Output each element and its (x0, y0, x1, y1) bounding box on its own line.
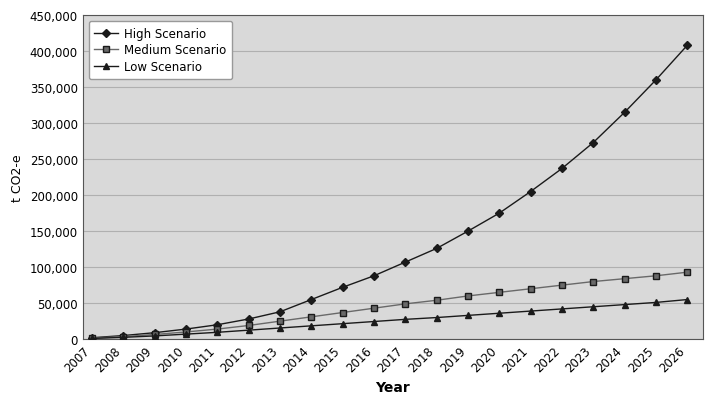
Medium Scenario (244, 323, 253, 328)
High Scenario (213, 322, 221, 327)
Low Scenario (213, 330, 221, 335)
Medium Scenario (495, 290, 503, 295)
Low Scenario (401, 317, 410, 322)
High Scenario (182, 327, 191, 332)
Low Scenario (182, 332, 191, 337)
High Scenario (526, 190, 535, 194)
Line: Low Scenario: Low Scenario (89, 297, 690, 341)
High Scenario (463, 229, 472, 234)
Low Scenario (463, 313, 472, 318)
Medium Scenario (307, 315, 316, 320)
High Scenario (151, 330, 159, 335)
Medium Scenario (88, 336, 96, 341)
High Scenario (652, 78, 660, 83)
Medium Scenario (589, 279, 598, 284)
High Scenario (683, 44, 692, 49)
Low Scenario (526, 309, 535, 314)
Medium Scenario (151, 332, 159, 337)
Medium Scenario (401, 302, 410, 307)
High Scenario (370, 274, 378, 279)
Medium Scenario (182, 330, 191, 335)
Medium Scenario (558, 283, 566, 288)
Line: High Scenario: High Scenario (89, 43, 690, 341)
Low Scenario (558, 307, 566, 311)
High Scenario (401, 260, 410, 265)
Low Scenario (589, 305, 598, 309)
Medium Scenario (370, 306, 378, 311)
Low Scenario (88, 336, 96, 341)
High Scenario (276, 309, 284, 314)
Low Scenario (495, 311, 503, 316)
Medium Scenario (119, 335, 128, 339)
Low Scenario (652, 300, 660, 305)
High Scenario (88, 335, 96, 340)
Medium Scenario (683, 270, 692, 275)
Medium Scenario (652, 274, 660, 279)
High Scenario (589, 141, 598, 146)
Line: Medium Scenario: Medium Scenario (89, 270, 690, 341)
Low Scenario (620, 303, 629, 307)
Low Scenario (338, 322, 347, 326)
Low Scenario (683, 297, 692, 302)
Low Scenario (276, 326, 284, 330)
Low Scenario (151, 334, 159, 339)
High Scenario (338, 285, 347, 290)
Medium Scenario (276, 319, 284, 324)
Low Scenario (244, 328, 253, 333)
High Scenario (244, 317, 253, 322)
Low Scenario (307, 324, 316, 328)
Y-axis label: t CO2-e: t CO2-e (11, 154, 24, 201)
Medium Scenario (213, 327, 221, 332)
Low Scenario (119, 335, 128, 340)
High Scenario (620, 111, 629, 115)
Medium Scenario (463, 294, 472, 298)
Medium Scenario (526, 287, 535, 292)
X-axis label: Year: Year (376, 380, 410, 394)
Low Scenario (370, 319, 378, 324)
Medium Scenario (620, 277, 629, 281)
High Scenario (307, 297, 316, 302)
High Scenario (119, 333, 128, 338)
Medium Scenario (338, 310, 347, 315)
Medium Scenario (433, 298, 441, 303)
High Scenario (433, 246, 441, 251)
High Scenario (495, 211, 503, 216)
Legend: High Scenario, Medium Scenario, Low Scenario: High Scenario, Medium Scenario, Low Scen… (89, 22, 232, 80)
High Scenario (558, 166, 566, 171)
Low Scenario (433, 315, 441, 320)
